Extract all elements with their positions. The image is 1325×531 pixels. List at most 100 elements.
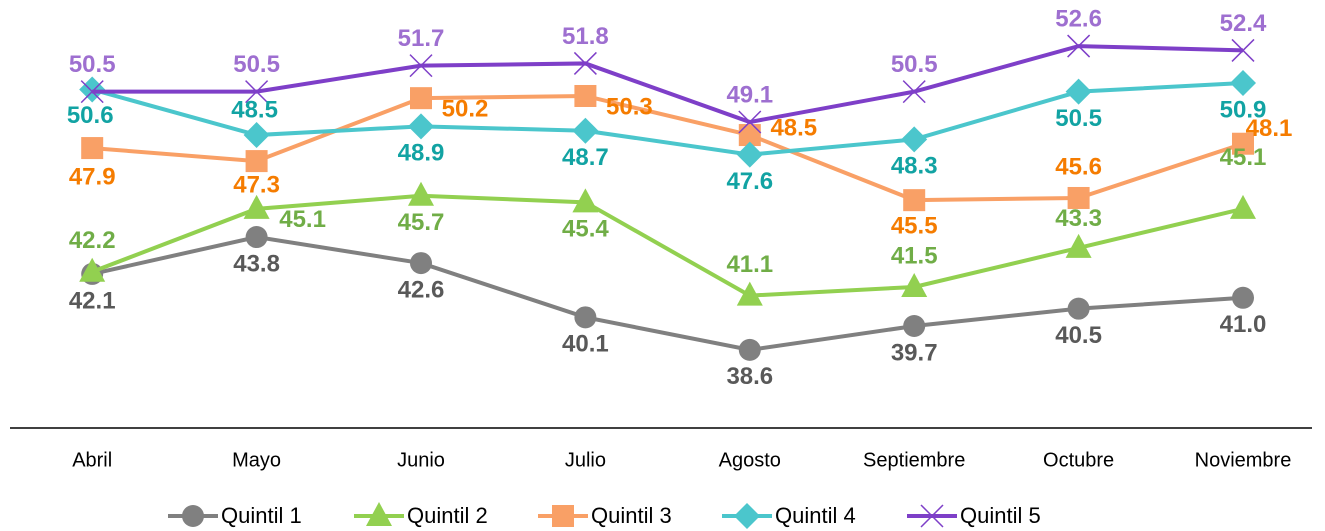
data-label: 42.2 [69, 227, 116, 254]
legend-item: Quintil 2 [354, 502, 488, 528]
marker [408, 113, 434, 140]
x-tick-label: Julio [565, 449, 606, 471]
marker [920, 504, 944, 528]
marker [573, 51, 597, 75]
data-label: 41.5 [891, 242, 938, 269]
marker [552, 505, 574, 527]
marker [243, 194, 270, 219]
marker [736, 141, 763, 168]
data-label: 50.2 [442, 96, 489, 123]
marker [409, 54, 433, 78]
marker [1067, 297, 1090, 320]
marker [79, 76, 106, 103]
data-label: 45.1 [1220, 144, 1267, 171]
legend-item: Quintil 3 [538, 503, 672, 528]
line [92, 44, 1244, 125]
marker [245, 150, 268, 173]
x-tick-label: Octubre [1043, 449, 1114, 471]
marker [903, 315, 926, 338]
marker [736, 281, 763, 306]
marker [80, 80, 104, 104]
marker [245, 226, 268, 249]
marker [408, 181, 434, 206]
marker [574, 84, 597, 107]
data-label: 45.1 [279, 206, 326, 233]
data-label: 50.9 [1220, 96, 1267, 123]
data-label: 48.3 [891, 153, 938, 180]
line [91, 80, 1244, 157]
x-tick-label: Septiembre [863, 449, 965, 471]
marker [738, 110, 762, 134]
marker [410, 87, 432, 110]
data-label: 38.6 [726, 363, 773, 390]
legend-label: Quintil 4 [775, 503, 856, 528]
x-tick-label: Mayo [232, 449, 281, 471]
x-tick-label: Agosto [719, 449, 781, 471]
data-label: 40.5 [1055, 322, 1102, 349]
marker [574, 306, 597, 329]
marker [366, 502, 392, 526]
data-label: 45.5 [891, 212, 938, 239]
marker [734, 503, 760, 529]
legend-label: Quintil 1 [221, 503, 302, 528]
marker [1232, 286, 1254, 309]
data-label: 52.6 [1055, 5, 1102, 32]
line [91, 235, 1244, 352]
data-label: 48.7 [562, 144, 609, 171]
data-label: 48.1 [1246, 115, 1293, 142]
legend-label: Quintil 3 [591, 503, 672, 528]
marker [79, 257, 106, 282]
data-label: 50.5 [891, 51, 938, 78]
data-label: 42.1 [69, 287, 116, 314]
data-label: 51.8 [562, 23, 609, 50]
marker [738, 124, 761, 147]
data-label: 48.9 [398, 140, 445, 167]
marker [182, 505, 204, 527]
marker [1067, 34, 1091, 58]
marker [1065, 233, 1092, 258]
marker [901, 126, 928, 153]
data-label: 50.5 [1055, 105, 1102, 132]
data-label: 45.7 [398, 209, 445, 236]
legend-label: Quintil 5 [960, 503, 1041, 528]
marker [901, 272, 928, 297]
data-label: 50.5 [233, 51, 280, 78]
data-label: 47.6 [726, 168, 773, 195]
legend-label: Quintil 2 [407, 503, 488, 528]
x-tick-label: Abril [72, 449, 112, 471]
series [81, 84, 1254, 212]
line [92, 93, 1244, 203]
marker [243, 122, 270, 149]
data-label: 50.3 [606, 93, 653, 120]
legend-item: Quintil 1 [168, 503, 302, 528]
data-label: 43.3 [1055, 205, 1102, 232]
data-label: 50.5 [69, 51, 116, 78]
x-tick-label: Noviembre [1195, 449, 1292, 471]
marker [1065, 78, 1092, 105]
data-label: 48.5 [770, 114, 817, 141]
data-label: 47.9 [69, 163, 116, 190]
marker [1232, 132, 1254, 155]
data-label: 51.7 [398, 25, 445, 52]
data-label: 45.6 [1055, 153, 1102, 180]
data-label: 40.1 [562, 331, 609, 358]
marker [81, 137, 104, 160]
marker [572, 117, 599, 144]
legend-item: Quintil 4 [722, 503, 856, 529]
series [79, 69, 1256, 168]
data-label: 47.3 [233, 171, 280, 198]
marker [1230, 69, 1256, 96]
data-label: 49.1 [726, 81, 773, 108]
data-label: 42.6 [398, 276, 445, 303]
x-tick-label: Junio [397, 449, 445, 471]
data-label: 41.1 [726, 251, 773, 278]
data-label: 39.7 [891, 339, 938, 366]
marker [245, 80, 269, 104]
data-label: 43.8 [233, 250, 280, 277]
marker [1230, 194, 1256, 219]
marker [572, 188, 599, 213]
series [79, 181, 1256, 306]
marker [902, 80, 926, 104]
data-label: 50.6 [67, 102, 114, 129]
